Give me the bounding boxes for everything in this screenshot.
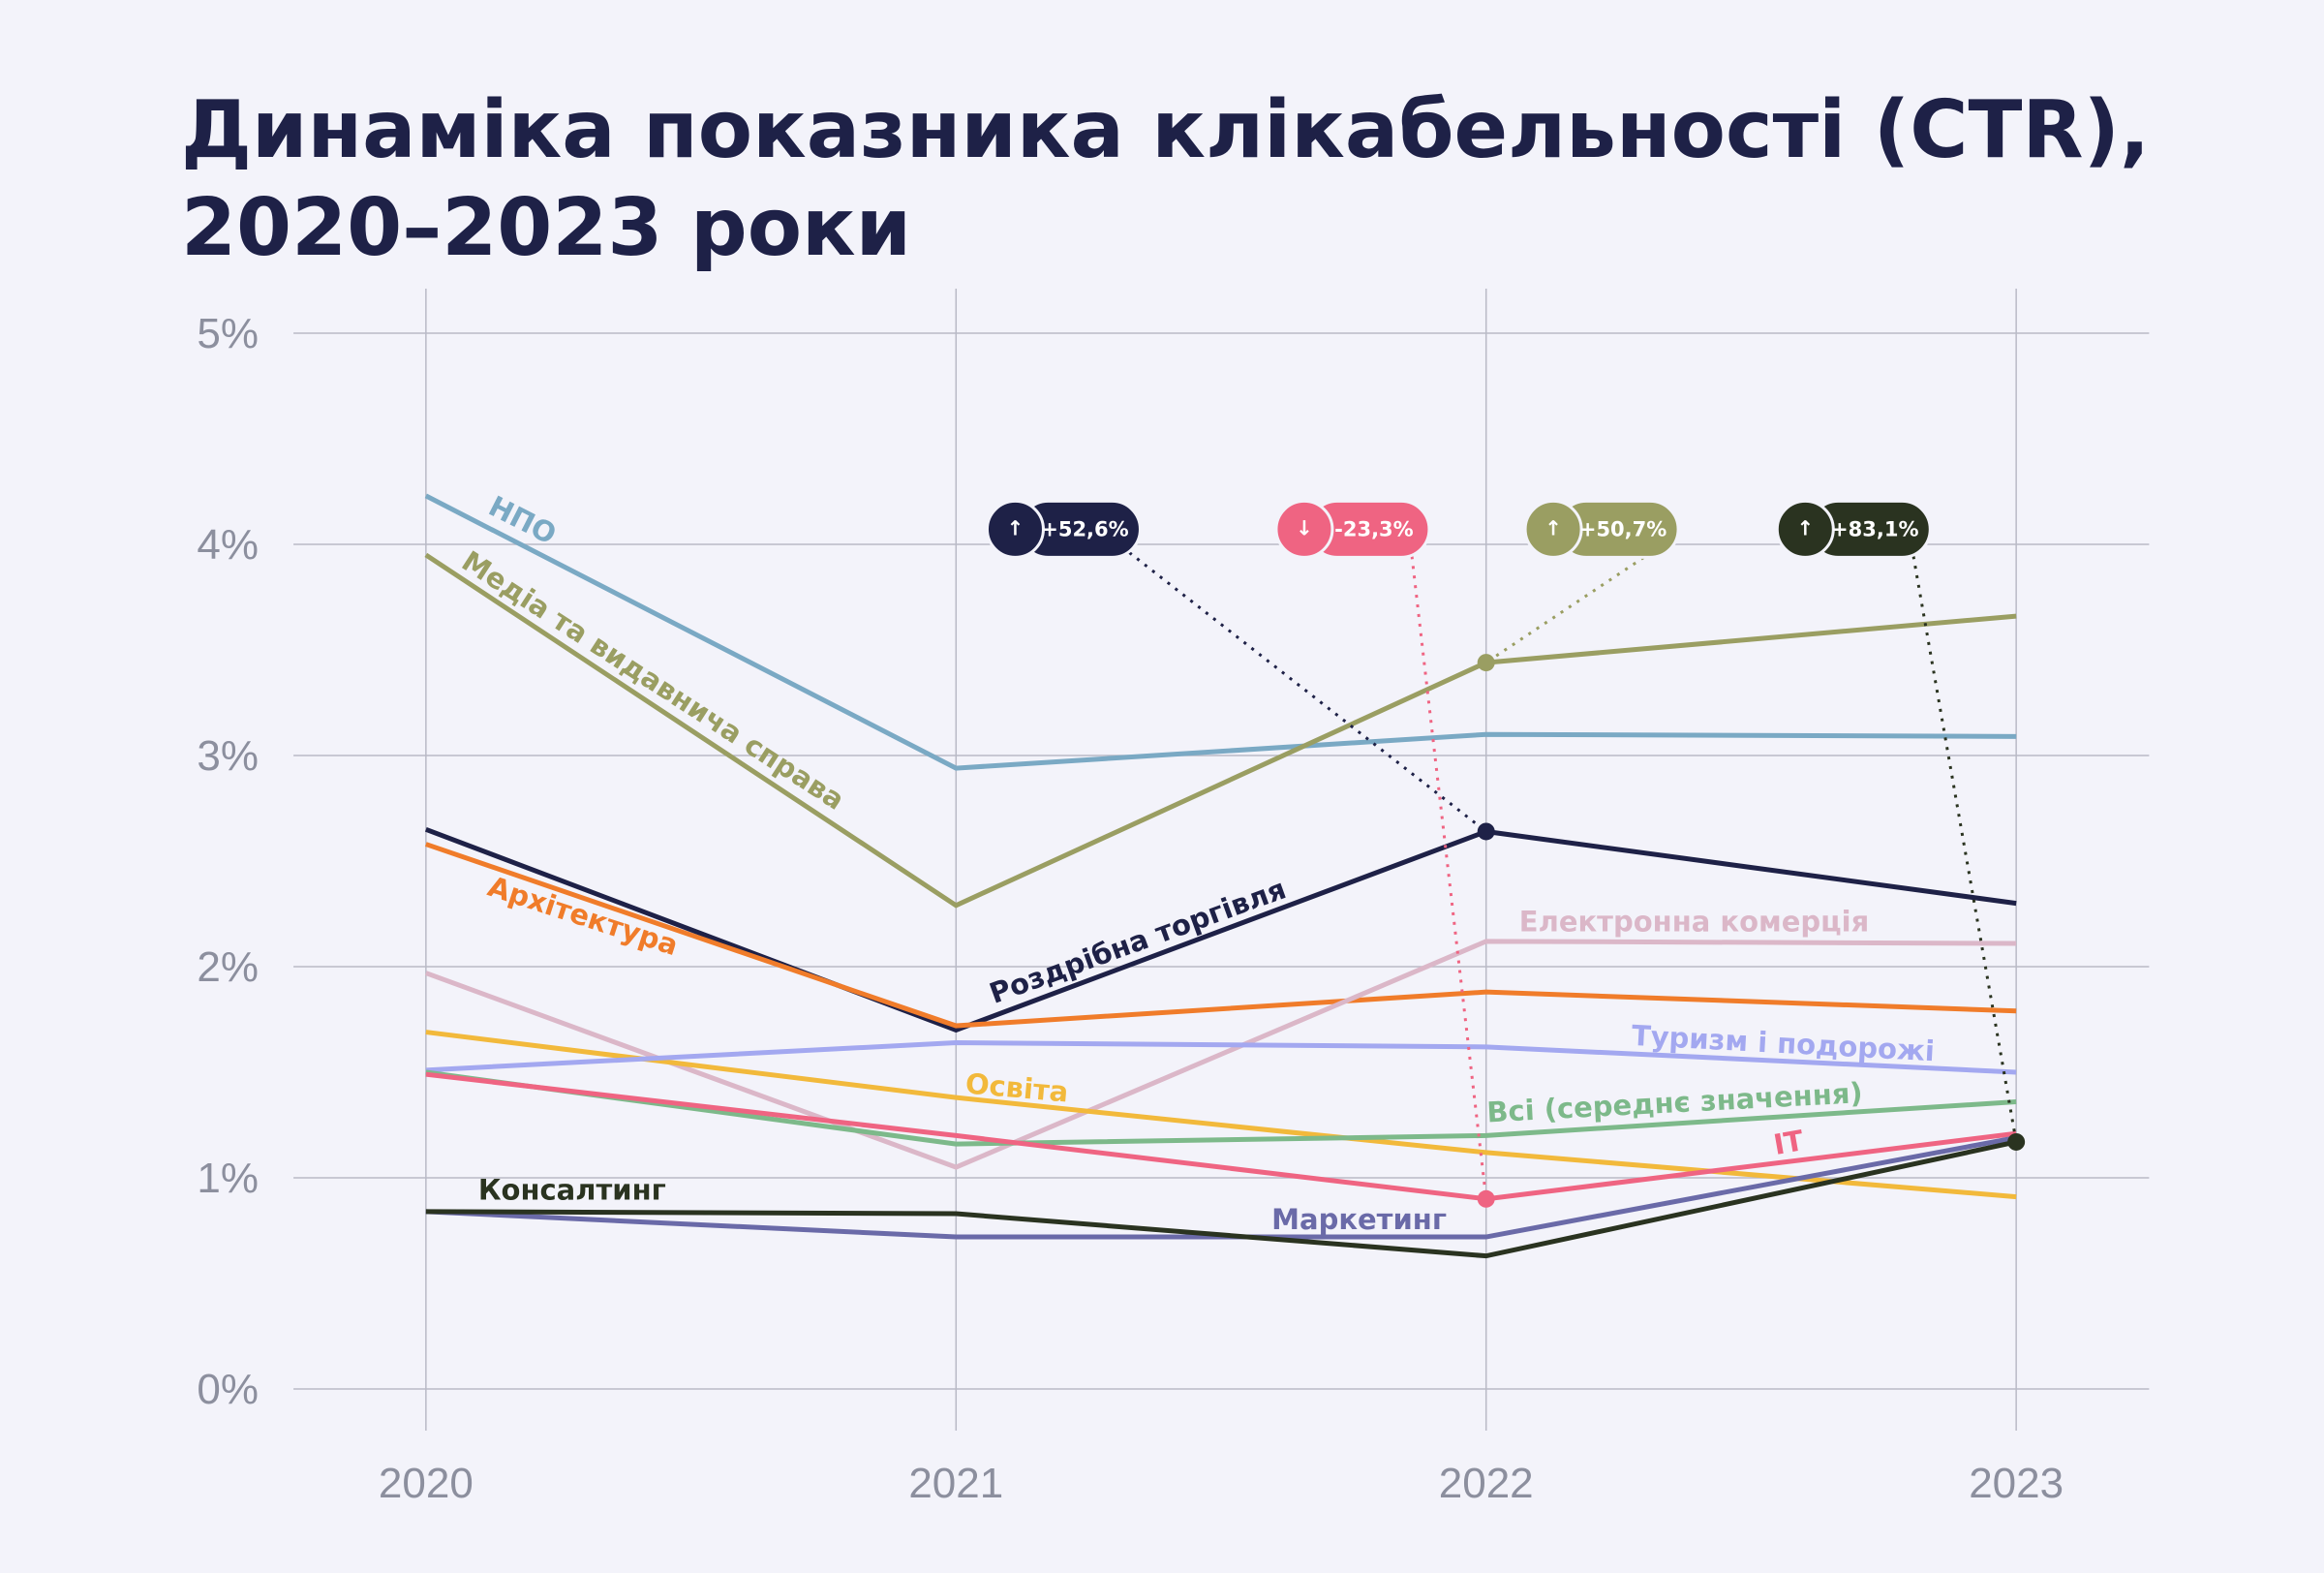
annotation-leader xyxy=(1910,546,2018,1143)
x-tick-label: 2020 xyxy=(379,1460,474,1507)
series-label: Маркетинг xyxy=(1271,1203,1447,1236)
x-tick-label: 2023 xyxy=(1969,1460,2064,1507)
annotation-leader xyxy=(1409,546,1488,1199)
series-line xyxy=(424,552,2017,909)
annotation-point xyxy=(2007,1132,2026,1151)
annotation-point xyxy=(1477,1189,1495,1208)
badge-arrow: ↑ xyxy=(1007,516,1024,540)
badge-arrow-bg xyxy=(985,499,1045,559)
chart-title: 2020–2023 роки xyxy=(181,182,911,274)
badge-label: -23,3% xyxy=(1334,517,1414,540)
series-label: НПО xyxy=(483,489,562,551)
chart-title: Динаміка показника клікабельності (CTR), xyxy=(181,84,2150,176)
annotation-point xyxy=(1477,822,1495,841)
badge-label: +50,7% xyxy=(1579,517,1667,540)
series-label: IT xyxy=(1771,1124,1806,1161)
series-line xyxy=(424,826,2017,1033)
series-label: Всі (середнє значення) xyxy=(1486,1076,1864,1128)
series-line xyxy=(425,842,2017,1029)
series-line xyxy=(424,939,2017,1170)
series-label: Консалтинг xyxy=(478,1174,666,1207)
y-tick-label: 3% xyxy=(197,732,259,780)
annotation-point xyxy=(1477,654,1495,672)
badge-arrow-bg xyxy=(1775,499,1835,559)
y-tick-label: 0% xyxy=(197,1366,259,1413)
y-tick-label: 4% xyxy=(197,521,259,569)
badge-arrow-bg xyxy=(1523,499,1583,559)
x-tick-label: 2021 xyxy=(908,1460,1003,1507)
badge-arrow: ↑ xyxy=(1796,516,1814,540)
series-line xyxy=(424,493,2017,771)
series-label: Електронна комерція xyxy=(1519,906,1869,939)
series-label: Медіа та видавнича справа xyxy=(456,544,850,817)
y-tick-label: 1% xyxy=(197,1155,259,1202)
y-tick-label: 5% xyxy=(197,310,259,357)
y-tick-label: 2% xyxy=(197,943,259,991)
badge-arrow: ↑ xyxy=(1544,516,1562,540)
badge-label: +52,6% xyxy=(1041,517,1128,540)
annotation-leader xyxy=(1484,545,1661,664)
series-line xyxy=(425,1039,2017,1075)
series-label: Роздрібна торгівля xyxy=(985,872,1290,1009)
series-line xyxy=(425,1139,2017,1259)
series-line xyxy=(425,1030,2017,1200)
badge-arrow-bg xyxy=(1274,499,1334,559)
badge-label: +83,1% xyxy=(1831,517,1918,540)
series-line xyxy=(425,1069,2017,1147)
x-tick-label: 2022 xyxy=(1439,1460,1534,1507)
badge-arrow: ↓ xyxy=(1296,516,1313,540)
series-line xyxy=(425,1071,2017,1202)
